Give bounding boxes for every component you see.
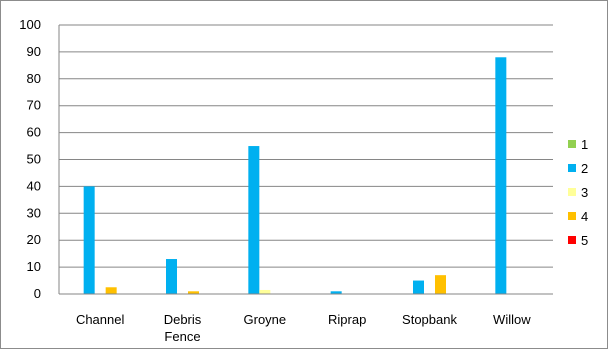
legend-label: 2 [581,161,588,176]
bar-stopbank-series-4 [435,275,446,294]
x-tick-label: Debris Fence [164,312,202,344]
bar-willow-series-2 [495,57,507,294]
y-tick-label: 60 [27,125,41,140]
legend-swatch [568,236,576,244]
y-tick-label: 0 [34,286,41,301]
x-tick-label: Willow [493,312,531,327]
y-tick-label: 50 [27,152,41,167]
legend-swatch [568,212,576,220]
bar-riprap-series-2 [330,291,342,294]
bar-debris-fence-series-4 [188,291,199,294]
x-tick-label: Stopbank [402,312,457,327]
y-axis: 0 10 20 30 40 50 60 70 80 90 100 [19,17,60,301]
legend-swatch [568,188,576,196]
legend-label: 4 [581,209,588,224]
bars [83,57,507,294]
bar-channel-series-2 [83,186,95,294]
bar-stopbank-series-2 [413,280,424,294]
bar-channel-series-4 [105,287,117,294]
x-tick-label: Channel [76,312,125,327]
y-tick-label: 80 [27,71,41,86]
legend-label: 5 [581,233,588,248]
x-tick-label: Riprap [328,312,366,327]
y-tick-label: 100 [19,17,41,32]
x-tick-label: Groyne [244,312,287,327]
legend-swatch [568,140,576,148]
y-tick-label: 90 [27,44,41,59]
legend: 1 2 3 4 5 [568,137,588,248]
y-tick-label: 20 [27,232,41,247]
bar-debris-fence-series-2 [166,259,177,294]
legend-label: 1 [581,137,588,152]
y-tick-label: 10 [27,259,41,274]
legend-swatch [568,164,576,172]
legend-label: 3 [581,185,588,200]
x-axis: Channel Debris Fence Groyne Riprap Stopbank Wi… [59,293,553,344]
y-tick-label: 40 [27,178,41,193]
y-tick-label: 30 [27,205,41,220]
y-tick-label: 70 [27,98,41,113]
bar-groyne-series-2 [248,146,260,294]
gridlines [59,24,553,295]
bar-groyne-series-3 [259,289,271,294]
